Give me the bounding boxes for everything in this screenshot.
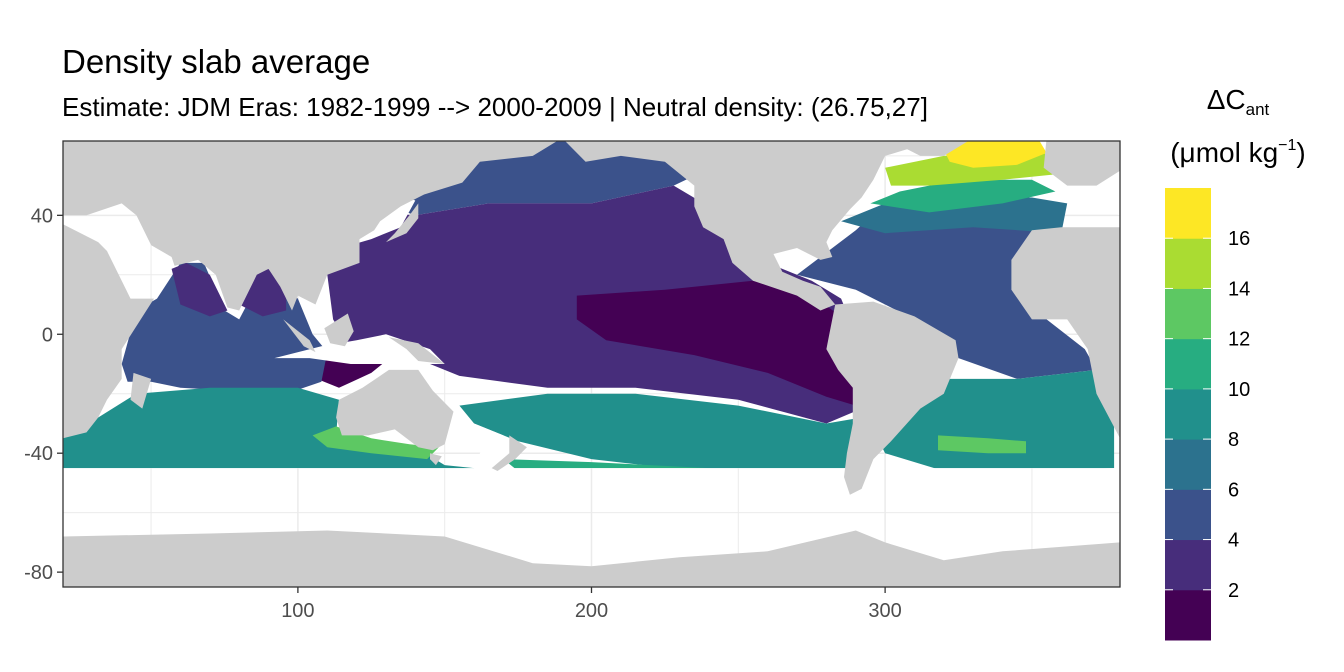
legend-tick-label: 16 [1228,228,1250,250]
legend-swatch [1165,489,1211,541]
legend-tick-label: 14 [1228,278,1250,300]
land-europe-north [1043,141,1120,186]
region-indian-ocean-south-of-20s [63,387,475,489]
land-borneo [324,313,354,347]
legend: 2 4 6 8 10 12 14 16 [1165,188,1250,641]
land-japan [386,203,419,243]
land-south-america [826,301,959,495]
legend-swatch [1165,388,1211,440]
y-tick-label: -40 [24,443,53,465]
land-new-zealand [491,435,527,471]
legend-unit-close: ) [1296,137,1306,168]
land-new-guinea [388,337,445,364]
legend-swatch [1165,439,1211,490]
x-tick-label: 100 [281,600,314,622]
chart-title: Density slab average [62,43,371,80]
land-eurasia [63,141,558,311]
land-sumatra [283,319,316,353]
region-eastern-tropical-pacific [576,280,859,406]
y-tick-label: -80 [24,562,53,584]
x-tick-label: 200 [575,600,608,622]
legend-tick-label: 6 [1228,479,1239,501]
land-antarctica [63,530,1120,587]
chart-subtitle: Estimate: JDM Eras: 1982-1999 --> 2000-2… [62,92,928,122]
land-north-america [565,141,934,311]
legend-tick-label: 10 [1228,379,1250,401]
land-africa-east-edge [1011,227,1120,439]
legend-swatch [1165,539,1211,591]
legend-swatch [1165,188,1211,239]
legend-swatch [1165,288,1211,340]
legend-swatch [1165,238,1211,289]
ocean-map [63,141,1120,587]
land-africa [63,224,154,439]
legend-title-sub: ant [1245,100,1270,119]
y-tick-label: 0 [42,324,53,346]
legend-tick-label: 8 [1228,429,1239,451]
region-south-pacific-mid-latitudes [459,393,862,489]
region-arabian-sea [171,262,228,317]
y-tick-label: 40 [31,205,53,227]
legend-tick-label: 2 [1228,580,1239,602]
x-tick-label: 300 [868,600,901,622]
land-australia [336,369,454,451]
legend-title: ΔCant (μmol kg−1) [1150,82,1326,171]
region-south-atlantic-38s-band [938,435,1026,454]
legend-swatch [1165,338,1211,390]
region-gulf-stream-region [870,179,1056,213]
land-madagascar [130,372,152,409]
legend-tick-label: 4 [1228,530,1239,552]
legend-unit-open: (μmol kg [1170,137,1279,168]
legend-swatch [1165,589,1211,641]
region-irminger-and-labrador-sea [939,141,1047,168]
land-tasmania [430,453,442,466]
legend-tick-label: 12 [1228,329,1250,351]
land-greenland [890,141,969,156]
legend-title-main: ΔC [1206,84,1246,115]
legend-unit-sup: −1 [1278,137,1297,154]
